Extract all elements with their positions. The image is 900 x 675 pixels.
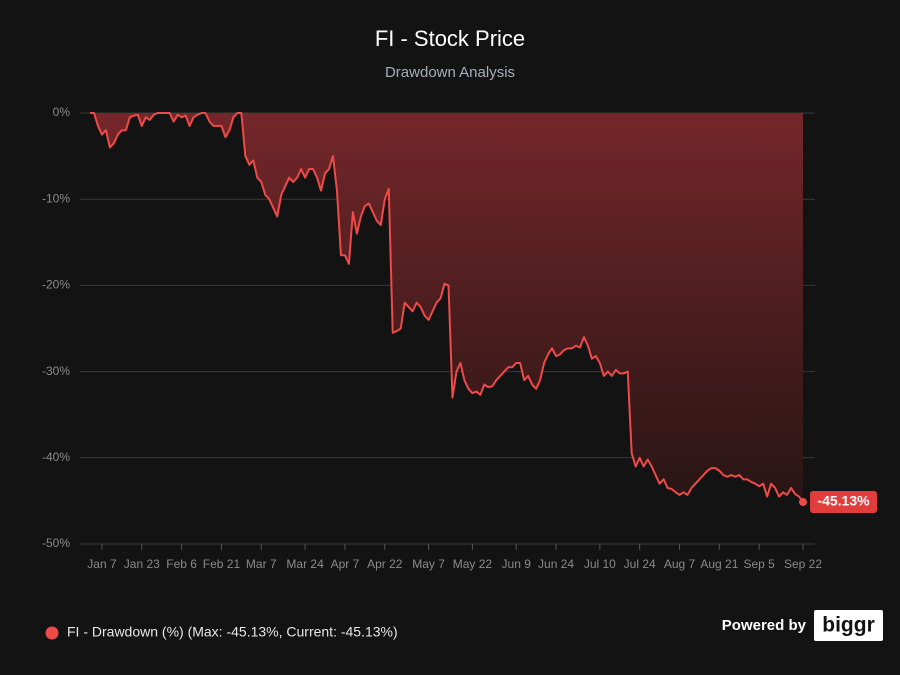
brand-logo-box xyxy=(814,610,883,641)
y-tick-label: -20% xyxy=(42,278,70,292)
x-tick-label: Sep 22 xyxy=(784,557,822,571)
x-tick-label: Aug 7 xyxy=(664,557,696,571)
brand-prefix: Powered by xyxy=(722,617,807,634)
x-tick-label: Aug 21 xyxy=(700,557,738,571)
x-tick-label: Jun 9 xyxy=(502,557,532,571)
x-tick-label: May 22 xyxy=(453,557,493,571)
x-tick-label: Jul 10 xyxy=(584,557,616,571)
x-tick-label: Feb 21 xyxy=(203,557,241,571)
chart-title: FI - Stock Price xyxy=(375,26,525,51)
x-tick-label: Mar 7 xyxy=(246,557,277,571)
x-tick-label: Feb 6 xyxy=(166,557,197,571)
x-tick-label: Jun 24 xyxy=(538,557,574,571)
x-tick-label: Jan 7 xyxy=(87,557,117,571)
legend-label: FI - Drawdown (%) (Max: -45.13%, Current… xyxy=(67,624,398,640)
legend-marker xyxy=(45,626,59,640)
x-tick-label: Sep 5 xyxy=(744,557,776,571)
x-tick-label: Mar 24 xyxy=(286,557,324,571)
chart-subtitle: Drawdown Analysis xyxy=(385,64,515,81)
x-tick-label: Jan 23 xyxy=(124,557,160,571)
plot-area: 0% -10% -20% -30% -40% -50% Jan 7 Jan 23 Feb 6 Fe… xyxy=(42,105,877,571)
y-tick-label: -50% xyxy=(42,536,70,550)
line xyxy=(90,112,804,503)
area xyxy=(90,113,803,503)
y-tick-label: -30% xyxy=(42,364,70,378)
y-tick-label: 0% xyxy=(53,105,71,119)
value-label-box xyxy=(810,491,877,514)
x-tick-label: Jul 24 xyxy=(624,557,656,571)
y-tick-label: -40% xyxy=(42,450,70,464)
y-tick-label: -10% xyxy=(42,191,70,205)
x-tick-label: May 7 xyxy=(412,557,445,571)
x-tick-label: Apr 7 xyxy=(331,557,360,571)
value-label: -45.13% xyxy=(817,493,870,509)
end-point xyxy=(799,498,807,507)
x-tick-label: Apr 22 xyxy=(367,557,403,571)
brand-logo: biggr xyxy=(822,614,875,637)
